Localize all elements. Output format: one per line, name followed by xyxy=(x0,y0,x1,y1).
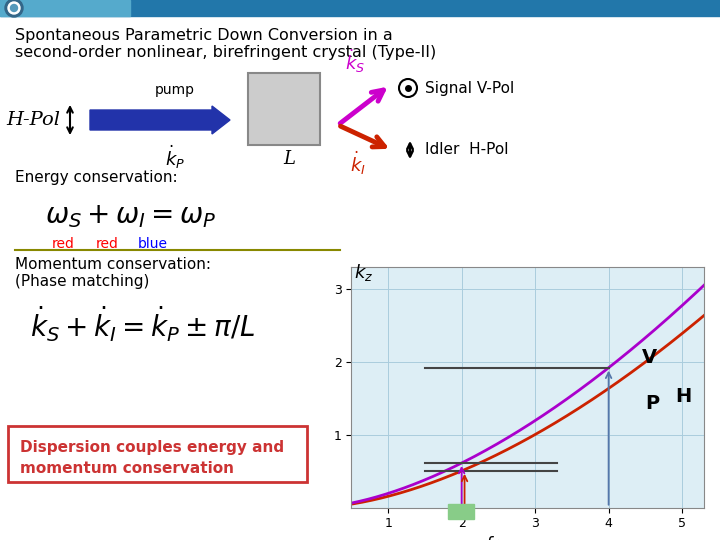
FancyBboxPatch shape xyxy=(8,426,307,482)
Text: $\dot{k}_P$: $\dot{k}_P$ xyxy=(165,144,185,171)
Text: blue: blue xyxy=(138,237,168,251)
Text: V: V xyxy=(642,348,657,367)
Bar xyxy=(449,504,474,518)
Text: H-Pol: H-Pol xyxy=(6,111,60,129)
Text: $\dot{k}_S + \dot{k}_I = \dot{k}_P \pm \pi / L$: $\dot{k}_S + \dot{k}_I = \dot{k}_P \pm \… xyxy=(30,305,256,345)
Text: L: L xyxy=(283,150,295,168)
Text: Energy conservation:: Energy conservation: xyxy=(15,170,178,185)
Circle shape xyxy=(8,2,20,14)
Bar xyxy=(0,0,720,16)
Text: pump: pump xyxy=(155,83,195,97)
Circle shape xyxy=(5,0,23,17)
Text: Signal V-Pol: Signal V-Pol xyxy=(425,80,514,96)
Text: Dispersion couples energy and
momentum conservation: Dispersion couples energy and momentum c… xyxy=(20,440,284,476)
Text: P: P xyxy=(645,394,660,413)
Text: Spontaneous Parametric Down Conversion in a
second-order nonlinear, birefringent: Spontaneous Parametric Down Conversion i… xyxy=(15,28,436,60)
Text: Momentum conservation:
(Phase matching): Momentum conservation: (Phase matching) xyxy=(15,257,211,289)
Text: $\omega_S + \omega_I = \omega_P$: $\omega_S + \omega_I = \omega_P$ xyxy=(45,202,216,230)
Text: $\dot{k}_S$: $\dot{k}_S$ xyxy=(345,48,365,75)
Circle shape xyxy=(11,4,17,11)
Text: red: red xyxy=(96,237,119,251)
Text: $k_z$: $k_z$ xyxy=(354,262,373,284)
FancyArrow shape xyxy=(90,106,230,134)
Text: $\dot{k}_I$: $\dot{k}_I$ xyxy=(350,150,366,177)
Text: red: red xyxy=(52,237,75,251)
Text: H: H xyxy=(675,387,691,406)
Bar xyxy=(248,73,320,145)
Bar xyxy=(0,0,130,16)
X-axis label: frequency: frequency xyxy=(486,536,570,540)
Text: Idler  H-Pol: Idler H-Pol xyxy=(425,143,508,158)
